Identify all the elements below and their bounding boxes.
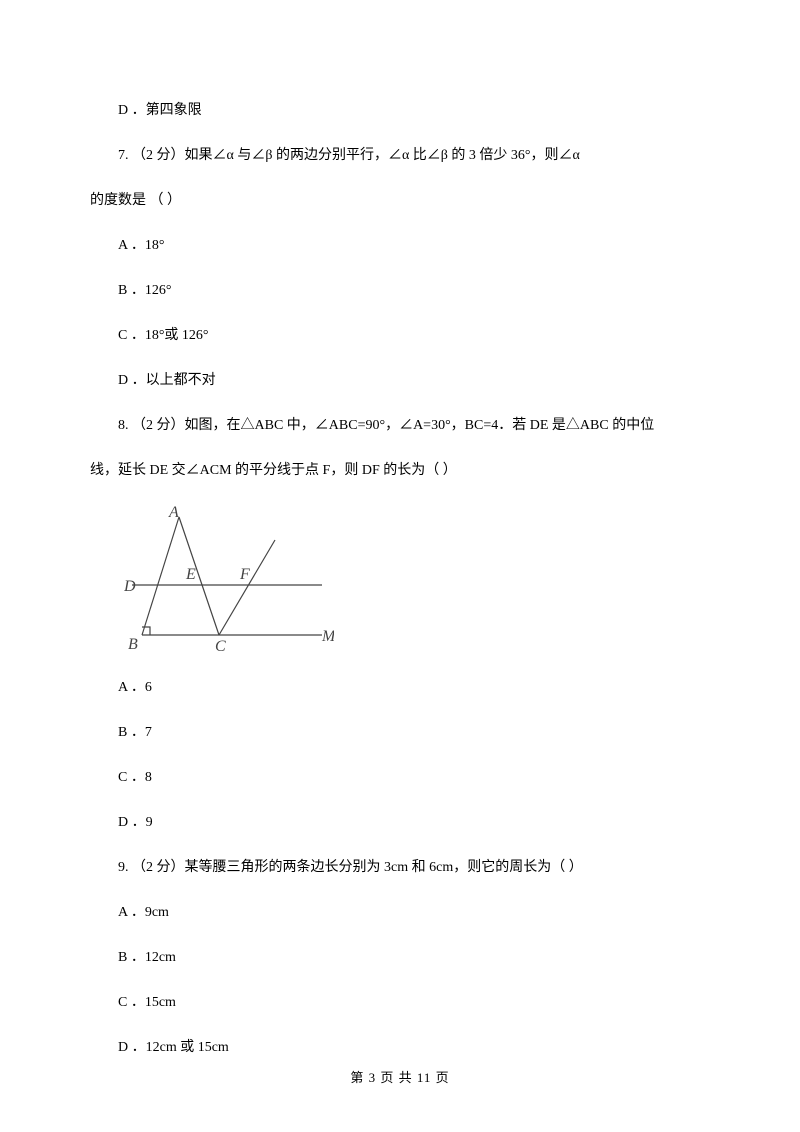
question-8: 8. （2 分）如图，在△ABC 中，∠ABC=90°，∠A=30°，BC=4．…	[90, 415, 710, 833]
q9-option-b: B ．12cm	[90, 947, 710, 968]
q8-option-a: A ．6	[90, 677, 710, 698]
q9-option-d: D ．12cm 或 15cm	[90, 1037, 710, 1058]
segment-ab	[142, 517, 179, 635]
q7-stem-line2: 的度数是 （ ）	[90, 190, 710, 211]
q8-option-d: D ．9	[90, 812, 710, 833]
q8-diagram: A B C M D E F	[124, 505, 710, 655]
page-footer: 第 3 页 共 11 页	[0, 1067, 800, 1086]
q8-option-c: C ．8	[90, 767, 710, 788]
q6-option-d: D ．第四象限	[90, 100, 710, 121]
q7-stem-line1: 7. （2 分）如果∠α 与∠β 的两边分别平行，∠α 比∠β 的 3 倍少 3…	[90, 145, 710, 166]
label-d: D	[124, 578, 136, 595]
segment-ac	[179, 517, 219, 635]
label-c: C	[215, 638, 226, 655]
q7-option-a: A ．18°	[90, 235, 710, 256]
q8-option-b: B ．7	[90, 722, 710, 743]
page-content: D ．第四象限 7. （2 分）如果∠α 与∠β 的两边分别平行，∠α 比∠β …	[0, 0, 800, 1122]
q9-stem: 9. （2 分）某等腰三角形的两条边长分别为 3cm 和 6cm，则它的周长为（…	[90, 857, 710, 878]
label-f: F	[239, 566, 250, 583]
q8-stem-line2: 线，延长 DE 交∠ACM 的平分线于点 F，则 DF 的长为（ ）	[90, 460, 710, 481]
label-e: E	[185, 566, 196, 583]
label-a: A	[168, 505, 179, 521]
q8-stem-line1: 8. （2 分）如图，在△ABC 中，∠ABC=90°，∠A=30°，BC=4．…	[90, 415, 710, 436]
label-b: B	[128, 636, 138, 653]
q7-option-c: C ．18°或 126°	[90, 325, 710, 346]
geometry-figure: A B C M D E F	[124, 505, 334, 655]
q7-option-b: B ．126°	[90, 280, 710, 301]
q9-option-c: C ．15cm	[90, 992, 710, 1013]
q7-option-d: D ．以上都不对	[90, 370, 710, 391]
label-m: M	[321, 628, 334, 645]
question-9: 9. （2 分）某等腰三角形的两条边长分别为 3cm 和 6cm，则它的周长为（…	[90, 857, 710, 1058]
segment-cf	[219, 540, 275, 635]
question-7: 7. （2 分）如果∠α 与∠β 的两边分别平行，∠α 比∠β 的 3 倍少 3…	[90, 145, 710, 391]
q9-option-a: A ．9cm	[90, 902, 710, 923]
